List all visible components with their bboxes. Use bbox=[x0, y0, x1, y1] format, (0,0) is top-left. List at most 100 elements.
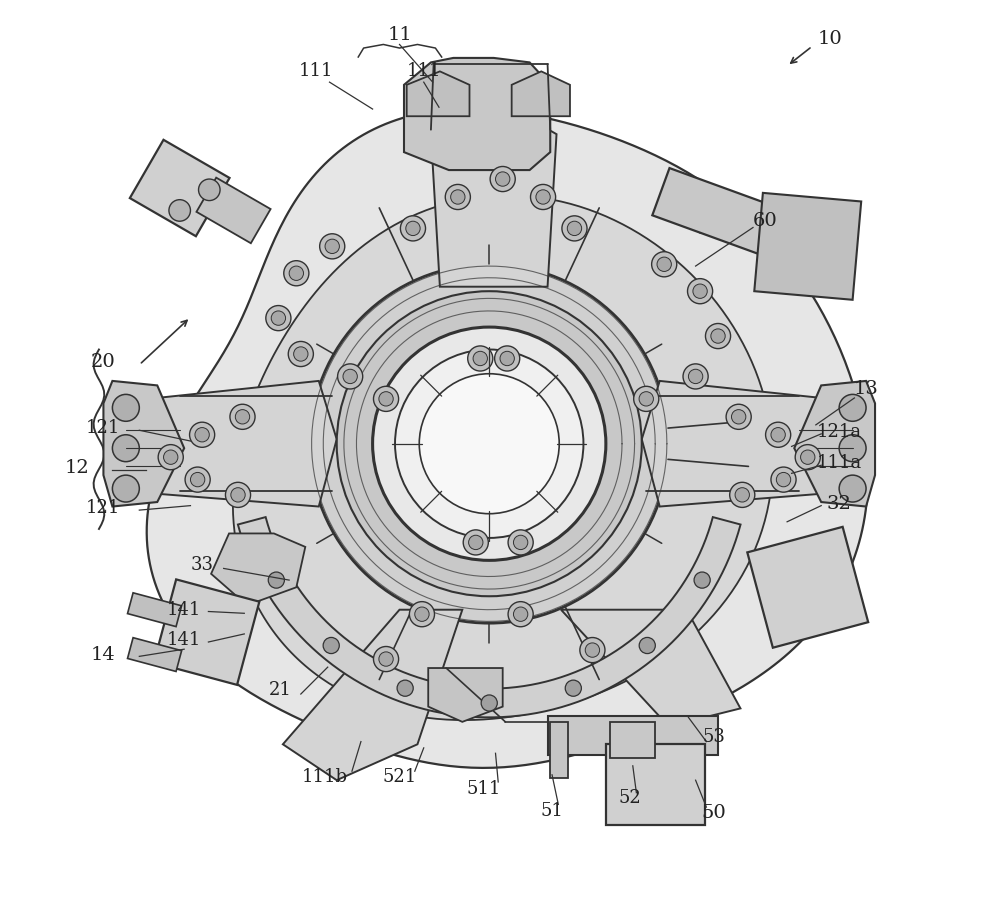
Circle shape bbox=[839, 435, 866, 462]
Circle shape bbox=[639, 392, 653, 406]
Text: 111: 111 bbox=[406, 62, 441, 80]
Text: 11: 11 bbox=[387, 26, 412, 44]
Circle shape bbox=[531, 184, 556, 210]
Polygon shape bbox=[747, 526, 868, 648]
Circle shape bbox=[693, 284, 707, 299]
Circle shape bbox=[766, 422, 791, 447]
Circle shape bbox=[343, 369, 357, 383]
Circle shape bbox=[195, 428, 209, 442]
Circle shape bbox=[320, 234, 345, 259]
Circle shape bbox=[235, 410, 250, 424]
Circle shape bbox=[284, 261, 309, 286]
Circle shape bbox=[463, 530, 488, 555]
Polygon shape bbox=[130, 140, 230, 236]
Circle shape bbox=[634, 386, 659, 411]
Circle shape bbox=[735, 488, 749, 502]
Circle shape bbox=[513, 536, 528, 550]
Circle shape bbox=[199, 179, 220, 201]
Circle shape bbox=[730, 482, 755, 508]
Circle shape bbox=[585, 643, 600, 657]
Circle shape bbox=[496, 172, 510, 186]
Polygon shape bbox=[548, 716, 718, 755]
Circle shape bbox=[112, 475, 139, 502]
Circle shape bbox=[288, 341, 313, 366]
Polygon shape bbox=[561, 609, 740, 726]
Circle shape bbox=[481, 695, 497, 711]
Polygon shape bbox=[606, 744, 705, 825]
Circle shape bbox=[536, 190, 550, 204]
Text: 21: 21 bbox=[269, 681, 292, 699]
Circle shape bbox=[323, 637, 339, 653]
Circle shape bbox=[652, 252, 677, 277]
Circle shape bbox=[508, 530, 533, 555]
Text: 13: 13 bbox=[854, 380, 879, 398]
Text: 141: 141 bbox=[167, 631, 201, 649]
Circle shape bbox=[565, 680, 581, 697]
Text: 51: 51 bbox=[541, 802, 563, 820]
Circle shape bbox=[451, 190, 465, 204]
Circle shape bbox=[373, 386, 399, 411]
Circle shape bbox=[705, 323, 731, 348]
Text: 121a: 121a bbox=[817, 423, 862, 441]
Circle shape bbox=[271, 310, 286, 325]
Circle shape bbox=[379, 652, 393, 666]
Text: 52: 52 bbox=[619, 789, 641, 807]
Circle shape bbox=[490, 166, 515, 192]
Polygon shape bbox=[154, 580, 259, 685]
Polygon shape bbox=[196, 177, 271, 243]
Polygon shape bbox=[794, 381, 875, 507]
Circle shape bbox=[468, 346, 493, 371]
Circle shape bbox=[839, 394, 866, 421]
Circle shape bbox=[726, 404, 751, 429]
Text: 121: 121 bbox=[86, 500, 121, 518]
Circle shape bbox=[373, 646, 399, 671]
Circle shape bbox=[409, 601, 435, 626]
Text: 50: 50 bbox=[701, 805, 726, 823]
Polygon shape bbox=[550, 722, 568, 778]
Polygon shape bbox=[128, 638, 182, 671]
Polygon shape bbox=[431, 116, 557, 287]
Circle shape bbox=[639, 637, 655, 653]
Text: 111: 111 bbox=[299, 62, 333, 80]
Circle shape bbox=[495, 346, 520, 371]
Circle shape bbox=[266, 305, 291, 330]
Text: 511: 511 bbox=[467, 780, 501, 798]
Circle shape bbox=[508, 601, 533, 626]
Text: 10: 10 bbox=[818, 30, 843, 48]
Circle shape bbox=[580, 637, 605, 662]
Polygon shape bbox=[283, 609, 462, 780]
Circle shape bbox=[801, 450, 815, 464]
Circle shape bbox=[230, 404, 255, 429]
Polygon shape bbox=[238, 518, 741, 717]
Circle shape bbox=[469, 536, 483, 550]
Polygon shape bbox=[404, 58, 550, 170]
Circle shape bbox=[688, 279, 713, 304]
Circle shape bbox=[500, 351, 514, 365]
Circle shape bbox=[731, 410, 746, 424]
Circle shape bbox=[776, 472, 791, 487]
Polygon shape bbox=[144, 381, 337, 507]
Circle shape bbox=[400, 216, 426, 241]
Circle shape bbox=[169, 200, 190, 221]
Circle shape bbox=[337, 292, 642, 596]
Circle shape bbox=[711, 328, 725, 343]
Circle shape bbox=[294, 346, 308, 361]
Polygon shape bbox=[754, 193, 861, 300]
Circle shape bbox=[562, 216, 587, 241]
Circle shape bbox=[657, 257, 671, 272]
Circle shape bbox=[225, 482, 251, 508]
Polygon shape bbox=[147, 109, 868, 768]
Text: 111a: 111a bbox=[817, 454, 862, 472]
Circle shape bbox=[158, 445, 183, 470]
Circle shape bbox=[338, 364, 363, 389]
Text: 141: 141 bbox=[167, 600, 201, 618]
Polygon shape bbox=[642, 381, 835, 507]
Circle shape bbox=[190, 422, 215, 447]
Circle shape bbox=[268, 572, 284, 589]
Polygon shape bbox=[128, 593, 182, 626]
Circle shape bbox=[406, 221, 420, 236]
Circle shape bbox=[112, 435, 139, 462]
Circle shape bbox=[683, 364, 708, 389]
Circle shape bbox=[190, 472, 205, 487]
Circle shape bbox=[513, 607, 528, 621]
